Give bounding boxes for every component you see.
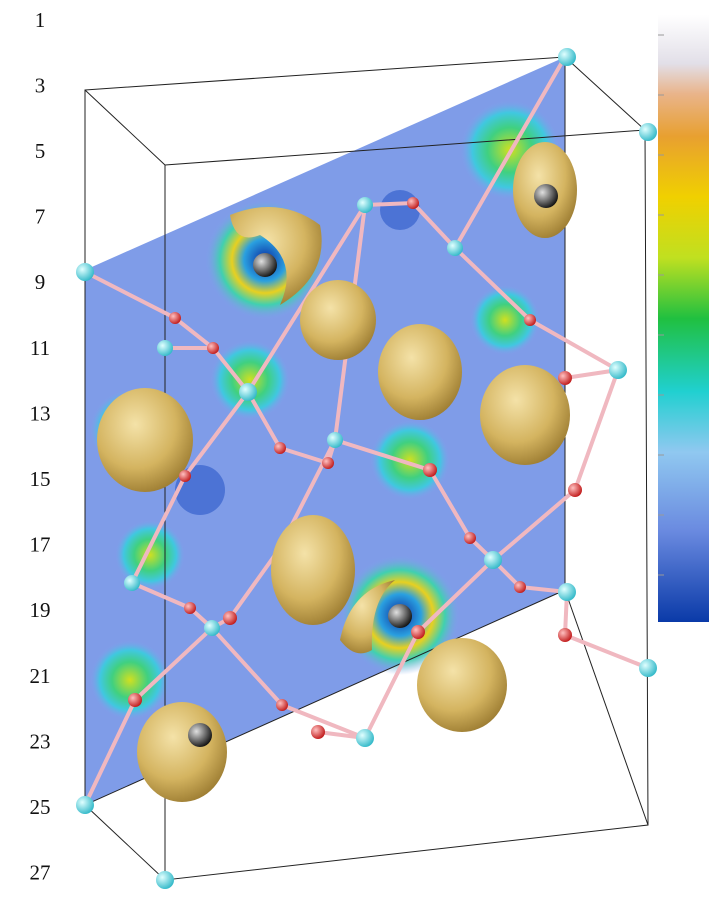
row-label: 9 xyxy=(35,270,46,294)
row-label: 7 xyxy=(35,205,46,229)
colorbar xyxy=(658,15,709,622)
row-label: 23 xyxy=(30,729,51,753)
row-label: 13 xyxy=(30,401,51,425)
row-label: 19 xyxy=(30,598,51,622)
row-label: 21 xyxy=(30,664,51,688)
row-label: 5 xyxy=(35,139,46,163)
structure-figure: 13579111315171921232527 xyxy=(0,0,709,892)
row-label: 1 xyxy=(35,8,46,32)
row-label: 15 xyxy=(30,467,51,491)
row-label: 3 xyxy=(35,73,46,97)
row-label: 27 xyxy=(30,861,51,885)
row-label: 25 xyxy=(30,795,51,819)
row-label: 17 xyxy=(30,533,51,557)
row-label: 11 xyxy=(30,336,50,360)
